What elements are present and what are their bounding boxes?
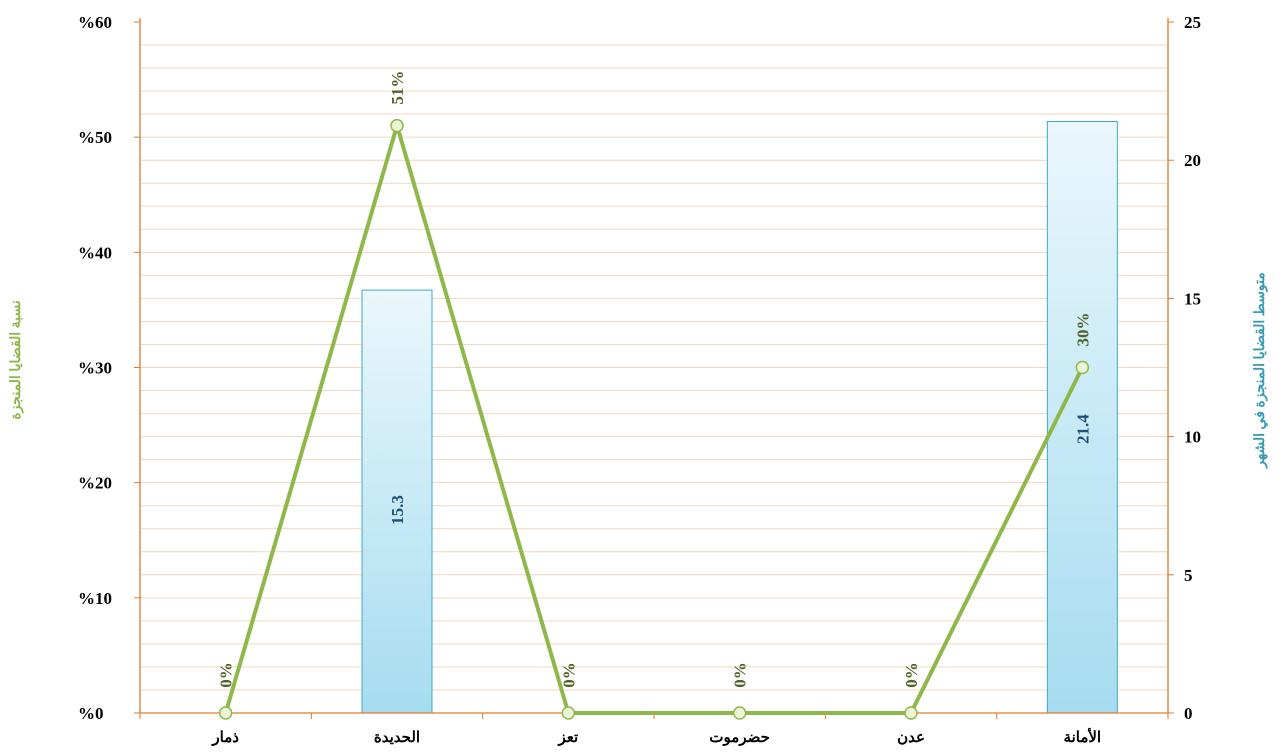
series-line <box>223 123 1085 715</box>
y-right-tick-label: 15 <box>1184 289 1201 308</box>
y-left-tick-label: %20 <box>78 474 112 493</box>
y-right-tick-label: 20 <box>1184 151 1201 170</box>
y-right-tick-label: 5 <box>1184 566 1193 585</box>
category-label: ذمار <box>211 730 239 746</box>
category-label: تعز <box>557 730 578 746</box>
line-value-label: 0% <box>902 662 921 688</box>
gridlines <box>140 44 1168 691</box>
bar-value-label: 21.4 <box>1073 414 1092 444</box>
line-value-label: 51% <box>388 71 407 105</box>
y-right-tick-label: 10 <box>1184 428 1201 447</box>
bar-series <box>361 121 1118 714</box>
category-label: الأمانة <box>1064 727 1102 746</box>
y-right-tick-label: 0 <box>1184 704 1193 723</box>
y-left-tick-label: %10 <box>78 589 112 608</box>
line-point <box>1075 360 1090 375</box>
line-value-label: 0% <box>731 662 750 688</box>
y-left-tick-label: %40 <box>78 243 112 262</box>
y-left-title: نسبة القضايا المنجزة <box>9 300 24 420</box>
y-left-tick-label: %30 <box>78 359 112 378</box>
bar-value-label: 15.3 <box>388 495 407 525</box>
line-point <box>732 706 747 720</box>
y-right-tick-label: 25 <box>1184 13 1201 32</box>
line-value-label: 0% <box>217 662 236 688</box>
y-left-tick-label: %60 <box>78 13 112 32</box>
y-left-tick-label: %50 <box>78 128 112 147</box>
line-value-label: 30% <box>1073 313 1092 347</box>
category-label: حضرموت <box>709 730 769 746</box>
line-series <box>218 118 1090 720</box>
line-point <box>390 118 404 133</box>
line-point <box>904 706 918 720</box>
line-point <box>218 706 233 720</box>
category-label: الحديدة <box>374 730 420 746</box>
line-point <box>561 706 576 720</box>
y-right-title: متوسط القضايا المنجزة في الشهر <box>1253 272 1268 469</box>
tick-labels: %0 %10 %20 %30 %40 %50 %60 0 5 10 15 20 25 الأمانة عدن… <box>78 13 1201 746</box>
axes <box>134 18 1174 719</box>
data-labels: 21.4 15.3 30% 0% 0% 0% 51% 0% <box>217 71 1093 688</box>
line-value-label: 0% <box>559 662 578 688</box>
category-label: عدن <box>897 730 925 746</box>
y-left-tick-label: %0 <box>78 704 104 723</box>
bar <box>361 289 433 714</box>
